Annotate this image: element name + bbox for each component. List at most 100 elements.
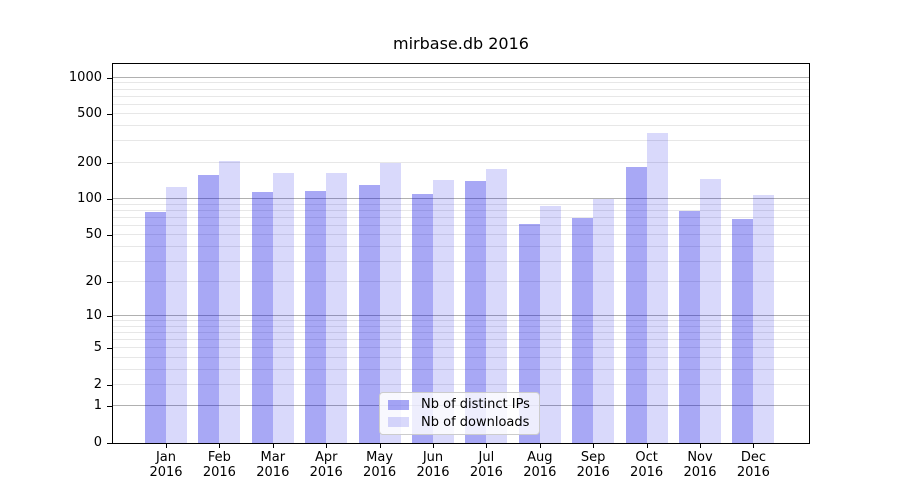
x-tick-year: 2016 [576,465,610,480]
y-tick-label-10: 10 [85,308,102,324]
x-tick-label-jun: Jun 2016 [405,450,461,480]
x-tick-month: Jun [422,450,444,465]
bar-nb-of-distinct-ips-may [358,185,380,443]
minor-gridline-50 [113,234,809,236]
minor-gridline-20 [113,281,809,283]
x-tick-year: 2016 [523,465,557,480]
x-tick-label-sep: Sep 2016 [565,450,621,480]
x-tick-label-jan: Jan 2016 [138,450,194,480]
bar-nb-of-distinct-ips-oct [625,166,647,443]
y-tick-2 [107,384,112,386]
bar-nb-of-downloads-jun [433,179,454,443]
x-tick-label-mar: Mar 2016 [245,450,301,480]
x-tick-year: 2016 [256,465,290,480]
bar-nb-of-distinct-ips-aug [518,224,540,443]
x-tick-year: 2016 [469,465,503,480]
y-tick-200 [107,162,112,164]
x-tick-year: 2016 [630,465,664,480]
x-tick-oct [646,444,648,448]
minor-gridline-2 [113,383,809,385]
x-tick-year: 2016 [363,465,397,480]
bar-nb-of-distinct-ips-nov [679,210,700,443]
x-tick-label-feb: Feb 2016 [191,450,247,480]
x-tick-month: Apr [314,450,338,465]
bar-nb-of-downloads-mar [272,172,294,443]
x-tick-year: 2016 [149,465,183,480]
x-tick-label-may: May 2016 [352,450,408,480]
x-tick-sep [593,444,595,448]
bar-nb-of-distinct-ips-apr [305,190,327,443]
y-tick-10 [107,316,112,318]
x-tick-mar [272,444,274,448]
major-gridline-1000 [113,76,809,78]
bar-nb-of-downloads-sep [593,199,615,443]
y-tick-100 [107,199,112,201]
x-tick-apr [326,444,328,448]
x-tick-month: May [366,450,394,465]
minor-gridline-800 [113,88,809,90]
minor-gridline-40 [113,245,809,247]
legend-item-distinct-ips: Nb of distinct IPs [388,397,531,413]
y-tick-1000 [107,77,112,79]
minor-gridline-300 [113,140,809,142]
x-tick-label-oct: Oct 2016 [619,450,675,480]
y-tick-label-50: 50 [85,227,102,243]
x-tick-year: 2016 [736,465,770,480]
x-tick-month: Aug [527,450,553,465]
y-tick-20 [107,282,112,284]
minor-gridline-90 [113,203,809,205]
legend-swatch-downloads [388,417,409,428]
bar-nb-of-distinct-ips-jun [412,194,433,443]
x-tick-month: Mar [260,450,286,465]
minor-gridline-8 [113,325,809,327]
bar-nb-of-distinct-ips-sep [572,217,594,443]
bar-nb-of-downloads-nov [700,179,721,443]
x-tick-year: 2016 [202,465,236,480]
x-tick-label-dec: Dec 2016 [725,450,781,480]
legend-label-distinct-ips: Nb of distinct IPs [421,397,530,413]
x-tick-aug [539,444,541,448]
minor-gridline-70 [113,216,809,218]
minor-gridline-3 [113,368,809,370]
legend-label-downloads: Nb of downloads [421,414,530,430]
y-tick-5 [107,348,112,350]
x-tick-month: Sep [580,450,606,465]
y-tick-0 [107,443,112,444]
minor-gridline-700 [113,95,809,97]
x-tick-dec [753,444,755,448]
x-tick-jan [166,444,167,448]
x-tick-label-nov: Nov 2016 [672,450,728,480]
x-tick-year: 2016 [309,465,343,480]
legend-item-downloads: Nb of downloads [388,414,531,430]
y-tick-1 [107,406,112,408]
bar-nb-of-downloads-apr [326,173,348,443]
y-tick-label-200: 200 [77,154,102,170]
minor-gridline-6 [113,339,809,341]
minor-gridline-7 [113,332,809,334]
bar-nb-of-distinct-ips-jan [145,212,166,443]
x-tick-jun [433,444,434,448]
y-tick-50 [107,235,112,237]
y-tick-label-5: 5 [93,340,102,356]
x-tick-year: 2016 [416,465,450,480]
bar-nb-of-downloads-may [379,162,401,443]
x-tick-month: Dec [740,450,766,465]
x-tick-month: Jul [478,450,495,465]
x-tick-feb [219,444,221,448]
x-tick-label-aug: Aug 2016 [512,450,568,480]
bar-nb-of-distinct-ips-feb [198,175,220,443]
legend: Nb of distinct IPs Nb of downloads [379,392,540,435]
x-tick-month: Feb [207,450,231,465]
x-tick-month: Jan [155,450,177,465]
y-tick-label-1: 1 [93,398,102,414]
bar-nb-of-downloads-aug [539,205,561,443]
minor-gridline-600 [113,103,809,105]
x-tick-nov [700,444,701,448]
bar-nb-of-distinct-ips-jul [465,181,487,443]
bar-nb-of-downloads-dec [753,195,775,443]
minor-gridline-60 [113,224,809,226]
bar-nb-of-downloads-oct [646,132,668,443]
x-tick-month: Nov [687,450,713,465]
bar-nb-of-distinct-ips-dec [732,219,754,443]
